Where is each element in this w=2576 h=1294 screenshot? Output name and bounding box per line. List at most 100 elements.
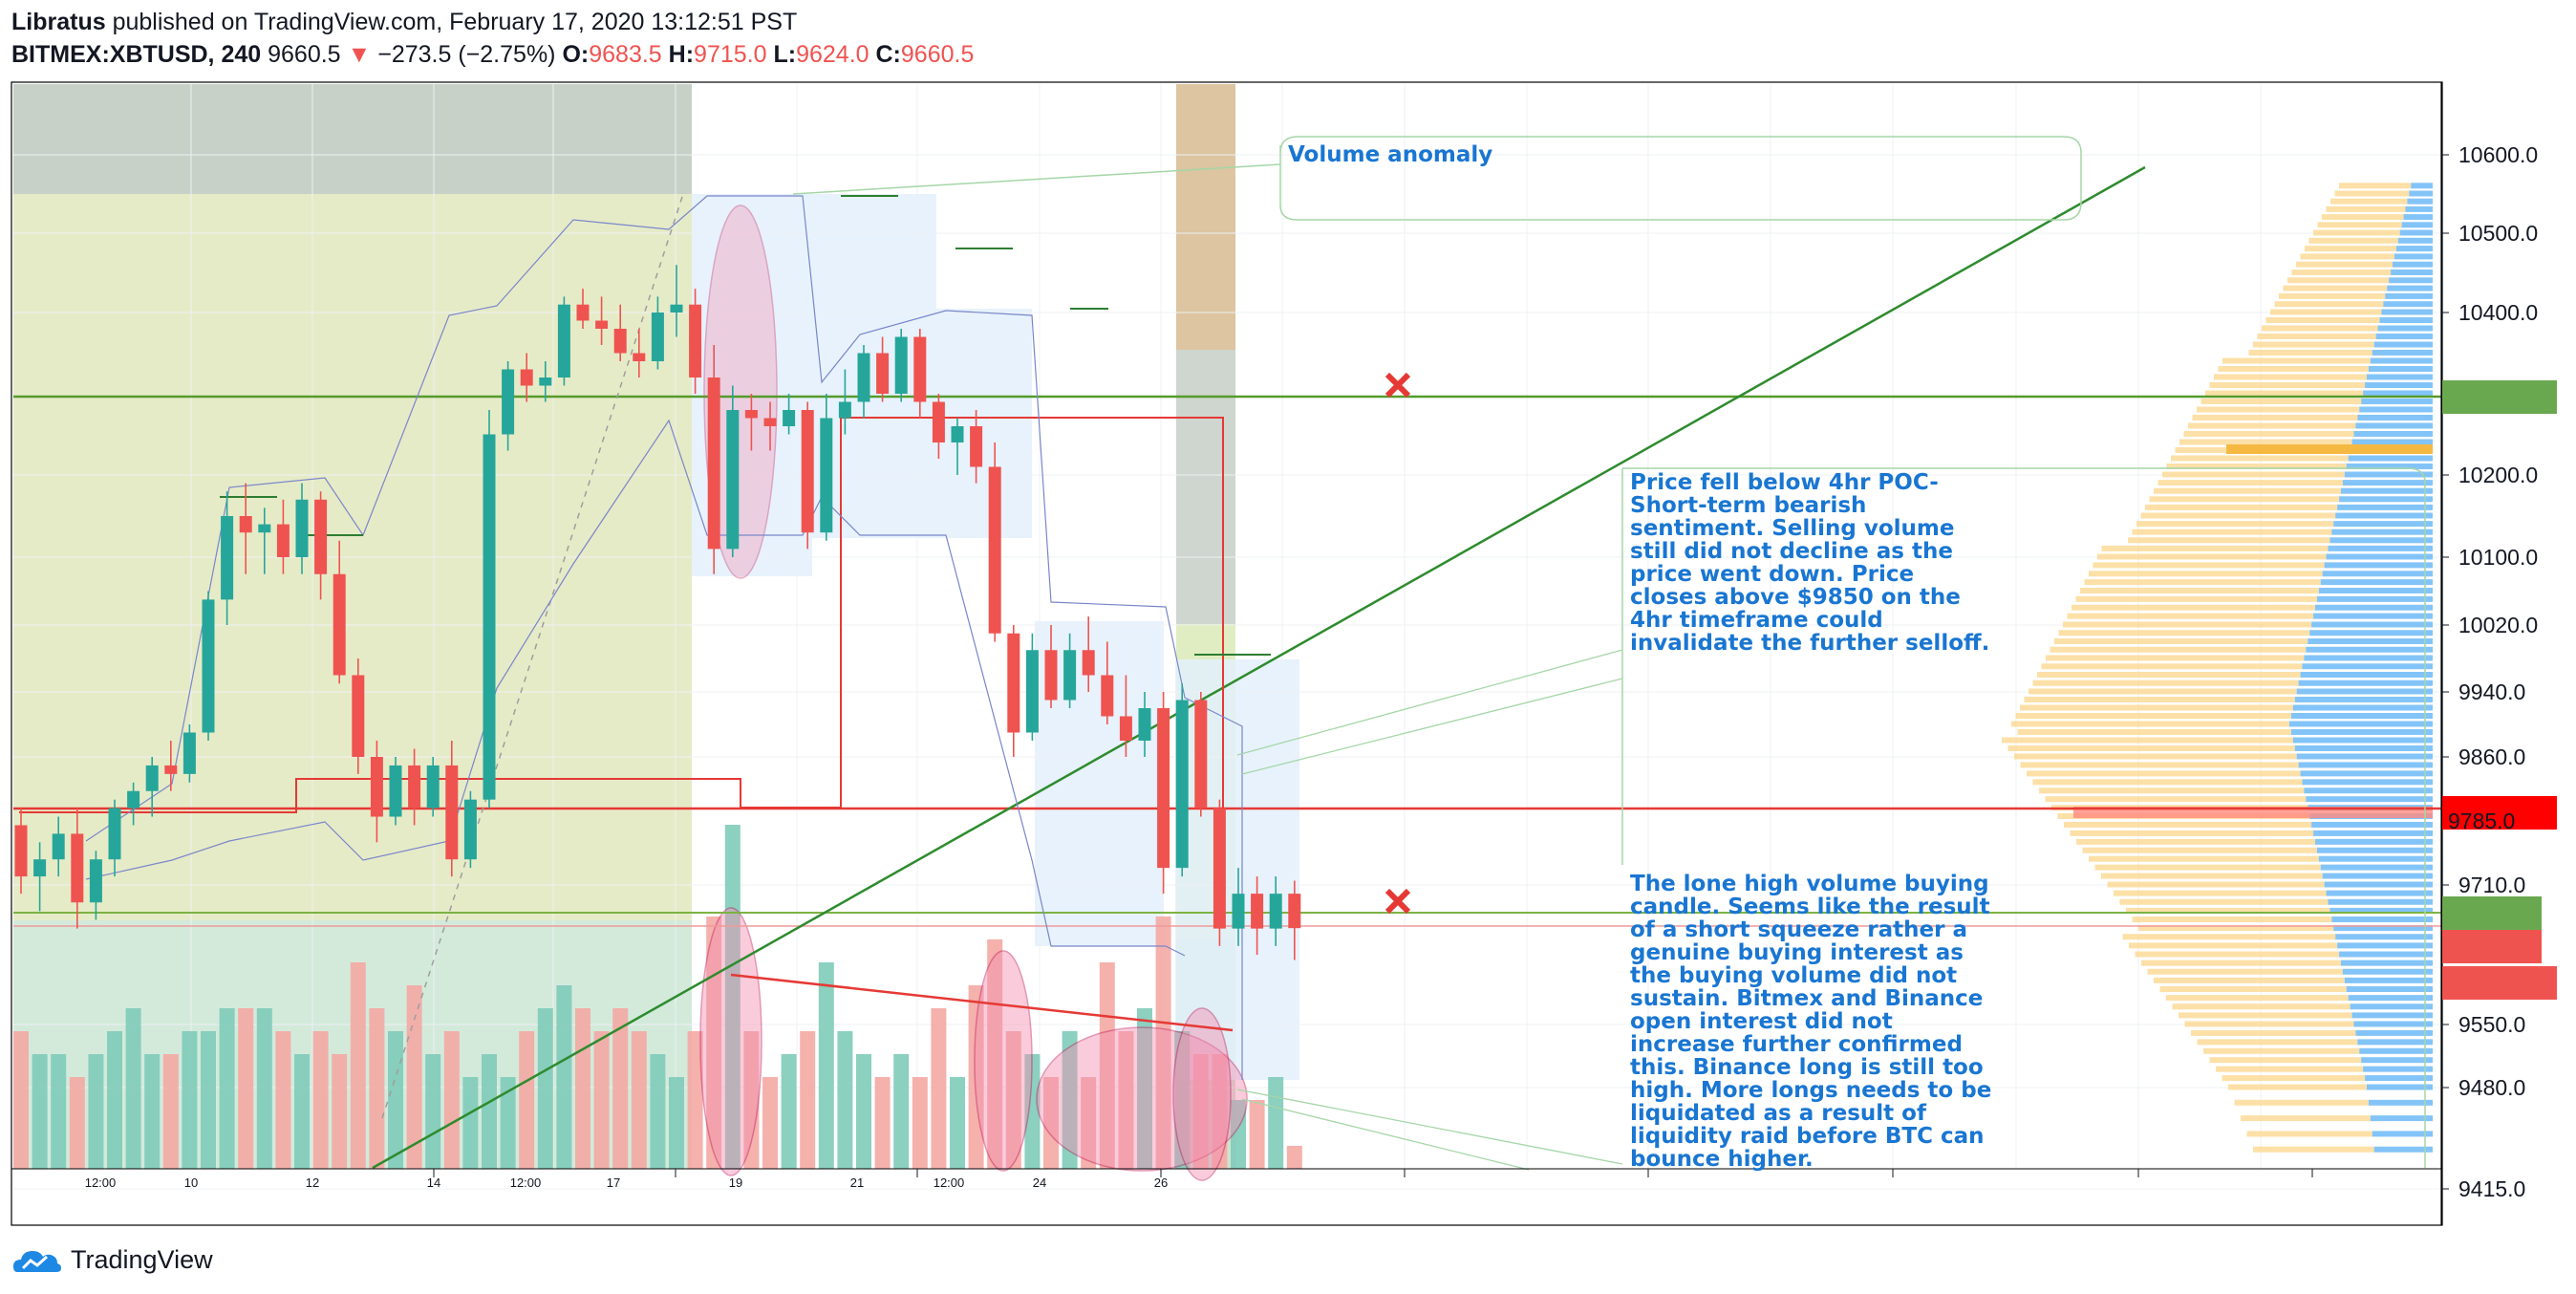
profile-buy <box>2311 821 2433 828</box>
author-name[interactable]: Libratus <box>11 9 106 35</box>
profile-sell <box>2002 737 2293 744</box>
profile-sell <box>2197 1039 2358 1046</box>
profile-buy <box>2359 406 2433 413</box>
profile-buy <box>2344 977 2433 983</box>
profile-buy <box>2348 455 2433 462</box>
y-tick-label: 9940.0 <box>2458 679 2525 704</box>
volume-bar <box>51 1054 67 1169</box>
volume-bar <box>1081 1077 1097 1169</box>
candle-body <box>1025 650 1039 733</box>
label-support <box>2442 896 2542 930</box>
volume-bar <box>1231 1100 1246 1169</box>
candle-body <box>1063 650 1077 701</box>
profile-buy <box>2350 1003 2433 1010</box>
profile-sell <box>2248 350 2372 356</box>
profile-buy <box>2328 545 2433 551</box>
profile-buy <box>2348 995 2433 1002</box>
volume-bar <box>125 1008 141 1169</box>
profile-buy <box>2377 325 2433 332</box>
profile-sell <box>2024 697 2295 702</box>
symbol-label[interactable]: BITMEX:XBTUSD, 240 <box>11 41 262 68</box>
profile-buy <box>2339 496 2433 503</box>
candle-body <box>707 377 720 550</box>
candle-body <box>539 377 552 386</box>
profile-sell <box>2330 198 2408 205</box>
profile-buy <box>2346 464 2433 469</box>
candle-body <box>258 524 271 533</box>
profile-sell <box>2179 1012 2352 1019</box>
profile-sell <box>2140 512 2336 519</box>
profile-buy <box>2335 512 2433 519</box>
candle-body <box>744 410 758 419</box>
profile-buy <box>2320 579 2433 586</box>
time-axis[interactable]: 12:00 10 12 14 12:00 17 19 21 12:00 24 26 <box>11 1168 2441 1190</box>
profile-sell <box>2064 821 2312 828</box>
candle-body <box>633 353 646 361</box>
profile-buy <box>2353 431 2433 437</box>
candle-body <box>89 859 102 903</box>
profile-buy <box>2302 663 2433 670</box>
volume-bar <box>69 1077 85 1169</box>
profile-sell <box>2122 934 2336 940</box>
volume-bar <box>968 985 984 1169</box>
profile-buy <box>2322 873 2433 879</box>
candle-body <box>1157 708 1170 869</box>
profile-buy <box>2331 528 2433 535</box>
candle-body <box>108 808 121 860</box>
profile-sell <box>2093 562 2325 569</box>
ohlc-line: BITMEX:XBTUSD, 240 9660.5 ▼ −273.5 (−2.7… <box>11 38 2496 71</box>
profile-buy <box>2367 374 2433 380</box>
profile-buy <box>2313 830 2433 836</box>
volume-bar <box>537 1008 553 1169</box>
profile-buy <box>2302 779 2433 786</box>
volume-anomaly-note[interactable]: Volume anomaly <box>1288 142 1493 167</box>
profile-sell <box>2126 907 2330 914</box>
candle-body <box>426 765 440 809</box>
profile-sell <box>2136 521 2334 528</box>
profile-sell <box>2029 688 2297 695</box>
candle-body <box>1007 633 1020 733</box>
volume-bar <box>350 962 366 1169</box>
profile-buy <box>2296 753 2433 760</box>
profile-sell <box>2317 222 2402 228</box>
candle-body <box>951 426 964 442</box>
volume-bar <box>500 1077 516 1169</box>
candle-body <box>763 418 777 426</box>
price-axis[interactable]: 10600.0 10500.0 10400.0 10200.0 10100.0 10020… <box>2440 82 2557 1225</box>
tradingview-brand[interactable]: TradingView <box>71 1244 213 1274</box>
profile-buy <box>2311 621 2433 628</box>
profile-buy <box>2335 934 2433 940</box>
profile-sell <box>2209 1057 2362 1064</box>
profile-sell <box>2039 787 2305 794</box>
profile-sell <box>2265 317 2380 323</box>
candle-body <box>314 499 328 574</box>
profile-sell <box>2076 838 2315 845</box>
volume-highlight-ellipse-2 <box>1036 1026 1248 1172</box>
profile-sell <box>2017 729 2291 735</box>
profile-sell <box>2128 537 2330 544</box>
x-tick-label: 12:00 <box>510 1175 542 1190</box>
profile-buy <box>2337 942 2433 949</box>
poc-note[interactable]: Price fell below 4hr POC- Short-term bea… <box>1630 470 1990 656</box>
candle-body <box>276 524 290 557</box>
profile-buy <box>2318 855 2433 862</box>
label-poc <box>2442 796 2557 830</box>
profile-sell <box>2101 545 2329 551</box>
candle-body <box>202 599 215 733</box>
profile-buy <box>2363 390 2433 397</box>
volume-bar <box>893 1054 910 1169</box>
profile-sell <box>2149 496 2340 503</box>
profile-buy <box>2351 439 2433 445</box>
drawing-lines[interactable] <box>13 136 2441 1171</box>
volume-bar <box>856 1054 871 1169</box>
profile-buy <box>2328 898 2433 905</box>
candle-body <box>239 516 252 533</box>
high-volume-candle-note[interactable]: The lone high volume buying candle. Seem… <box>1630 872 1992 1172</box>
volume-bar <box>482 1054 497 1169</box>
candle-body <box>1232 894 1245 929</box>
open-value: 9683.5 <box>589 41 662 68</box>
profile-buy <box>2395 246 2433 252</box>
profile-buy <box>2292 737 2433 744</box>
profile-buy <box>2326 890 2433 896</box>
